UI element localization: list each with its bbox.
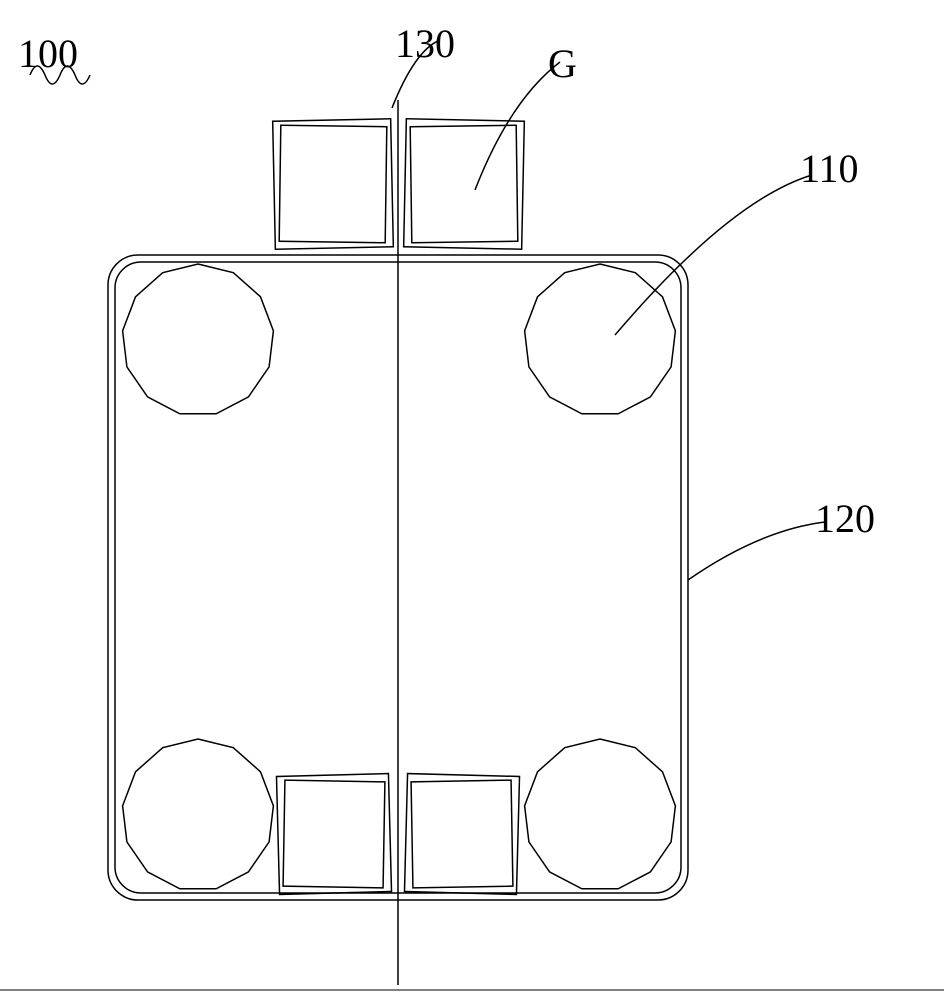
circle-2 (123, 739, 274, 889)
bottom-square-left-inner (283, 780, 385, 888)
label-G: G (548, 40, 577, 87)
bottom-square-left-outer (276, 774, 391, 895)
label-130: 130 (395, 20, 455, 67)
bottom-square-right-outer (404, 774, 519, 895)
leader-120 (688, 522, 825, 580)
label-120: 120 (815, 495, 875, 542)
top-square-right-inner (410, 125, 518, 242)
label-100: 100 (18, 30, 78, 77)
circle-0 (123, 264, 274, 414)
circle-3 (525, 739, 676, 889)
top-square-left-outer (273, 119, 394, 249)
circle-1 (525, 264, 676, 414)
label-110: 110 (800, 145, 859, 192)
bottom-square-right-inner (411, 780, 513, 888)
top-square-left-inner (279, 125, 387, 242)
top-square-right-outer (404, 119, 525, 249)
diagram-container: 100 130 G 110 120 (0, 0, 944, 1000)
